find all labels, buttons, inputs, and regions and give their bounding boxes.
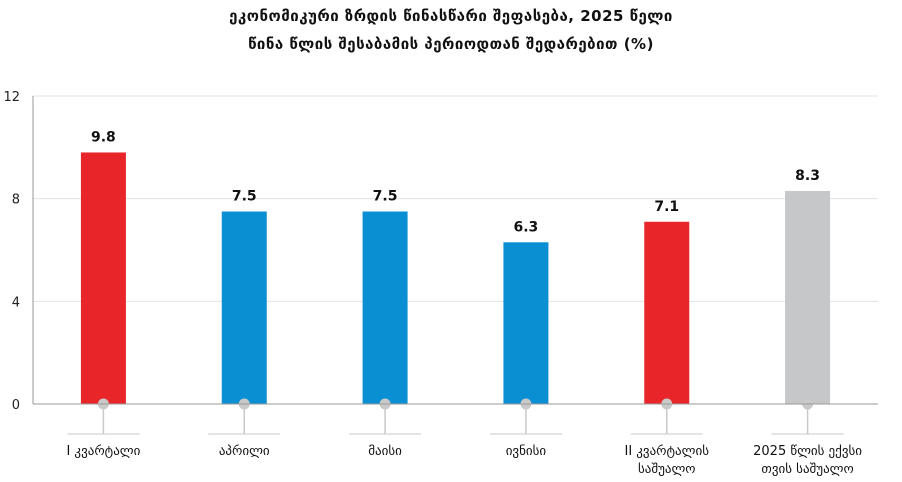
bar [503,242,549,404]
y-tick-label: 12 [3,90,20,105]
x-tick-label: II კვარტალის [624,444,709,459]
x-tick-label: I კვარტალი [66,444,140,459]
bar [785,190,831,404]
bar [221,211,267,404]
bar [362,211,408,404]
x-tick-label: აპრილი [219,444,270,459]
data-label: 6.3 [514,219,539,235]
x-tick-label: ივნისი [506,444,547,459]
bar [80,152,126,404]
data-label: 9.8 [91,129,116,145]
chart-title: ეკონომიკური ზრდის წინასწარი შეფასება, 20… [229,7,673,25]
data-label: 7.5 [373,189,398,205]
x-tick-label: მაისი [368,444,402,459]
data-label: 7.5 [232,189,257,205]
y-tick-label: 0 [12,398,20,413]
bar [644,221,690,404]
chart-subtitle: წინა წლის შესაბამის პერიოდთან შედარებით … [248,35,654,53]
data-label: 7.1 [654,199,679,215]
x-tick-label: საშუალო [638,462,696,477]
x-tick-label: 2025 წლის ექვსი [753,444,862,459]
data-label: 8.3 [795,168,820,184]
x-tick-label: თვის საშუალო [761,462,853,477]
y-tick-label: 4 [12,295,20,310]
y-tick-label: 8 [12,193,20,208]
